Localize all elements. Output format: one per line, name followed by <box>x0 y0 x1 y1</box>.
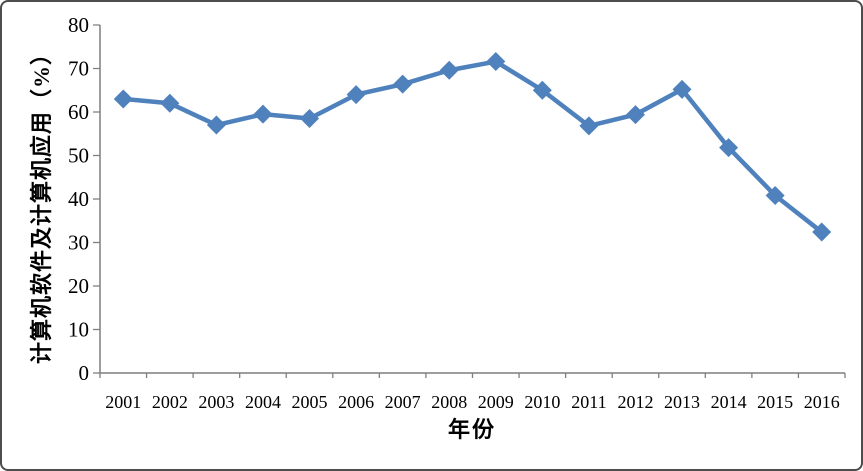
y-tick-label: 60 <box>68 100 89 124</box>
x-tick-label: 2015 <box>757 392 793 412</box>
data-point-marker <box>672 79 692 99</box>
data-point-marker <box>160 93 180 113</box>
x-tick-label: 2014 <box>711 392 747 412</box>
data-point-marker <box>812 222 832 242</box>
data-series-line <box>121 59 824 235</box>
x-tick-label: 2009 <box>478 392 514 412</box>
data-point-marker <box>579 116 599 136</box>
y-tick-label: 10 <box>68 318 89 342</box>
x-tick-label: 2011 <box>571 392 606 412</box>
x-tick-label: 2013 <box>664 392 700 412</box>
data-point-marker <box>346 85 366 105</box>
x-tick-label: 2002 <box>152 392 188 412</box>
y-tick-label: 40 <box>68 187 89 211</box>
x-tick-label: 2001 <box>105 392 141 412</box>
data-point-marker <box>625 105 645 125</box>
x-axis-title: 年份 <box>447 417 496 442</box>
y-tick-label: 80 <box>68 13 89 37</box>
x-tick-label: 2006 <box>338 392 374 412</box>
y-tick-label: 30 <box>68 231 89 255</box>
data-point-marker <box>206 115 226 135</box>
x-tick-label: 2008 <box>431 392 467 412</box>
x-tick-label: 2012 <box>617 392 653 412</box>
x-tick-label: 2016 <box>804 392 840 412</box>
data-point-marker <box>300 109 320 129</box>
y-tick-label: 70 <box>68 57 89 81</box>
data-point-marker <box>532 80 552 100</box>
x-tick-label: 2010 <box>524 392 560 412</box>
x-tick-label: 2005 <box>292 392 328 412</box>
y-tick-label: 0 <box>79 361 90 385</box>
data-point-marker <box>253 104 273 124</box>
data-point-marker <box>486 52 506 72</box>
data-point-marker <box>719 138 739 158</box>
x-tick-label: 2007 <box>385 392 421 412</box>
x-tick-label: 2003 <box>198 392 234 412</box>
data-point-marker <box>113 89 133 109</box>
data-point-marker <box>439 60 459 80</box>
y-tick-label: 50 <box>68 144 89 168</box>
x-tick-label: 2004 <box>245 392 281 412</box>
y-tick-label: 20 <box>68 274 89 298</box>
y-axis-title: 计算机软件及计算机应用（%） <box>29 42 54 365</box>
data-point-marker <box>765 186 785 206</box>
data-point-marker <box>393 74 413 94</box>
